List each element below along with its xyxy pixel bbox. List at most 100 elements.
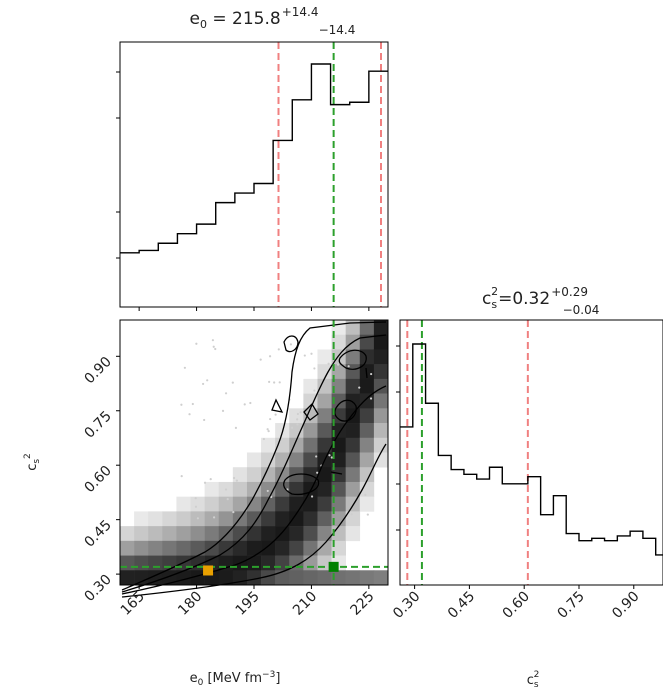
density-cell: [345, 481, 361, 497]
density-cell: [261, 540, 276, 556]
density-cell: [359, 437, 375, 453]
sample-point: [316, 471, 319, 474]
density-cell: [331, 452, 346, 468]
density-cell: [204, 481, 220, 497]
density-cell: [359, 452, 375, 468]
density-cell: [134, 526, 149, 542]
density-cell: [317, 467, 332, 483]
density-cell: [246, 570, 262, 586]
joint-xtick-label: 165: [118, 589, 148, 619]
density-cell: [261, 511, 276, 527]
density-cell: [218, 526, 234, 542]
sample-point: [209, 478, 212, 481]
contour-outer: [121, 321, 387, 591]
density-cell: [246, 555, 262, 571]
sample-point: [290, 426, 294, 429]
density-cell: [373, 452, 389, 468]
sample-point: [366, 513, 369, 516]
sample-point: [226, 498, 229, 501]
density-cell: [359, 467, 375, 483]
density-cell: [317, 437, 332, 453]
density-cell: [331, 364, 346, 380]
density-cell: [275, 496, 290, 512]
density-cell: [303, 408, 318, 424]
density-cell: [190, 540, 205, 556]
density-cell: [289, 481, 304, 497]
density-cell: [204, 496, 220, 512]
sample-point: [267, 430, 270, 433]
hist-e0-panel: e0 = 215.8+14.4 −14.4: [116, 5, 389, 311]
density-cell: [345, 467, 361, 483]
density-cell: [373, 423, 389, 439]
density-cell: [134, 570, 149, 586]
density-cell: [359, 423, 375, 439]
sample-point: [299, 411, 302, 414]
joint-xlabel: e0 [MeV fm−3]: [190, 670, 281, 688]
joint-ylabel: cs2: [23, 453, 42, 471]
hist-e0-step-line: [120, 63, 388, 254]
sample-point: [268, 355, 272, 358]
density-cell: [261, 467, 276, 483]
density-cell: [317, 364, 332, 380]
density-cell: [331, 423, 346, 439]
density-cell: [331, 378, 346, 394]
density-cell: [148, 526, 163, 542]
density-cell: [303, 540, 318, 556]
density-cell: [232, 526, 248, 542]
density-cell: [162, 526, 177, 542]
density-cell: [331, 393, 346, 409]
density-cell: [373, 437, 389, 453]
sample-point: [212, 345, 215, 348]
density-cell: [345, 378, 361, 394]
density-cell: [218, 570, 234, 586]
density-cell: [162, 540, 177, 556]
density-cell: [246, 452, 262, 468]
sample-point: [276, 439, 280, 443]
sample-point: [212, 516, 216, 519]
contour-tick-2: [330, 471, 343, 475]
density-cell: [162, 555, 177, 571]
sample-point: [214, 347, 217, 351]
density-cell: [275, 511, 290, 527]
density-cell: [176, 540, 191, 556]
density-cell: [246, 511, 262, 527]
density-cell: [303, 393, 318, 409]
sample-point: [350, 513, 353, 516]
density-cell: [345, 496, 361, 512]
sample-point: [232, 476, 236, 480]
sample-point: [313, 367, 316, 370]
density-cell: [190, 570, 205, 586]
density-cell: [162, 511, 177, 527]
density-cell: [303, 496, 318, 512]
sample-point: [221, 409, 225, 412]
density-cell: [303, 437, 318, 453]
density-cell: [148, 511, 163, 527]
density-cell: [373, 393, 389, 409]
hist-cs2-step-line: [400, 343, 663, 556]
density-cell: [261, 570, 276, 586]
density-cell: [289, 540, 304, 556]
density-cell: [317, 540, 332, 556]
sample-point: [274, 413, 277, 416]
density-cell: [359, 496, 375, 512]
density-cell: [303, 570, 318, 586]
sample-point: [235, 479, 238, 482]
density-cell: [303, 467, 318, 483]
density-cell: [359, 408, 375, 424]
sample-point: [183, 366, 186, 369]
hist-cs2-xtick-label: 0.30: [390, 589, 423, 622]
density-cell: [232, 496, 248, 512]
sample-point: [234, 426, 238, 429]
density-cell: [317, 378, 332, 394]
sample-point: [196, 517, 199, 520]
hist-cs2-xtick-label: 0.90: [609, 589, 642, 622]
density-cell: [176, 526, 191, 542]
sample-point: [243, 403, 246, 406]
hist-e0-frame: [119, 41, 389, 308]
density-cell: [289, 408, 304, 424]
density-cell: [331, 467, 346, 483]
density-cell: [359, 320, 375, 336]
density-cell: [345, 526, 361, 542]
joint-ytick-label: 0.60: [81, 463, 114, 496]
density-cell: [303, 511, 318, 527]
